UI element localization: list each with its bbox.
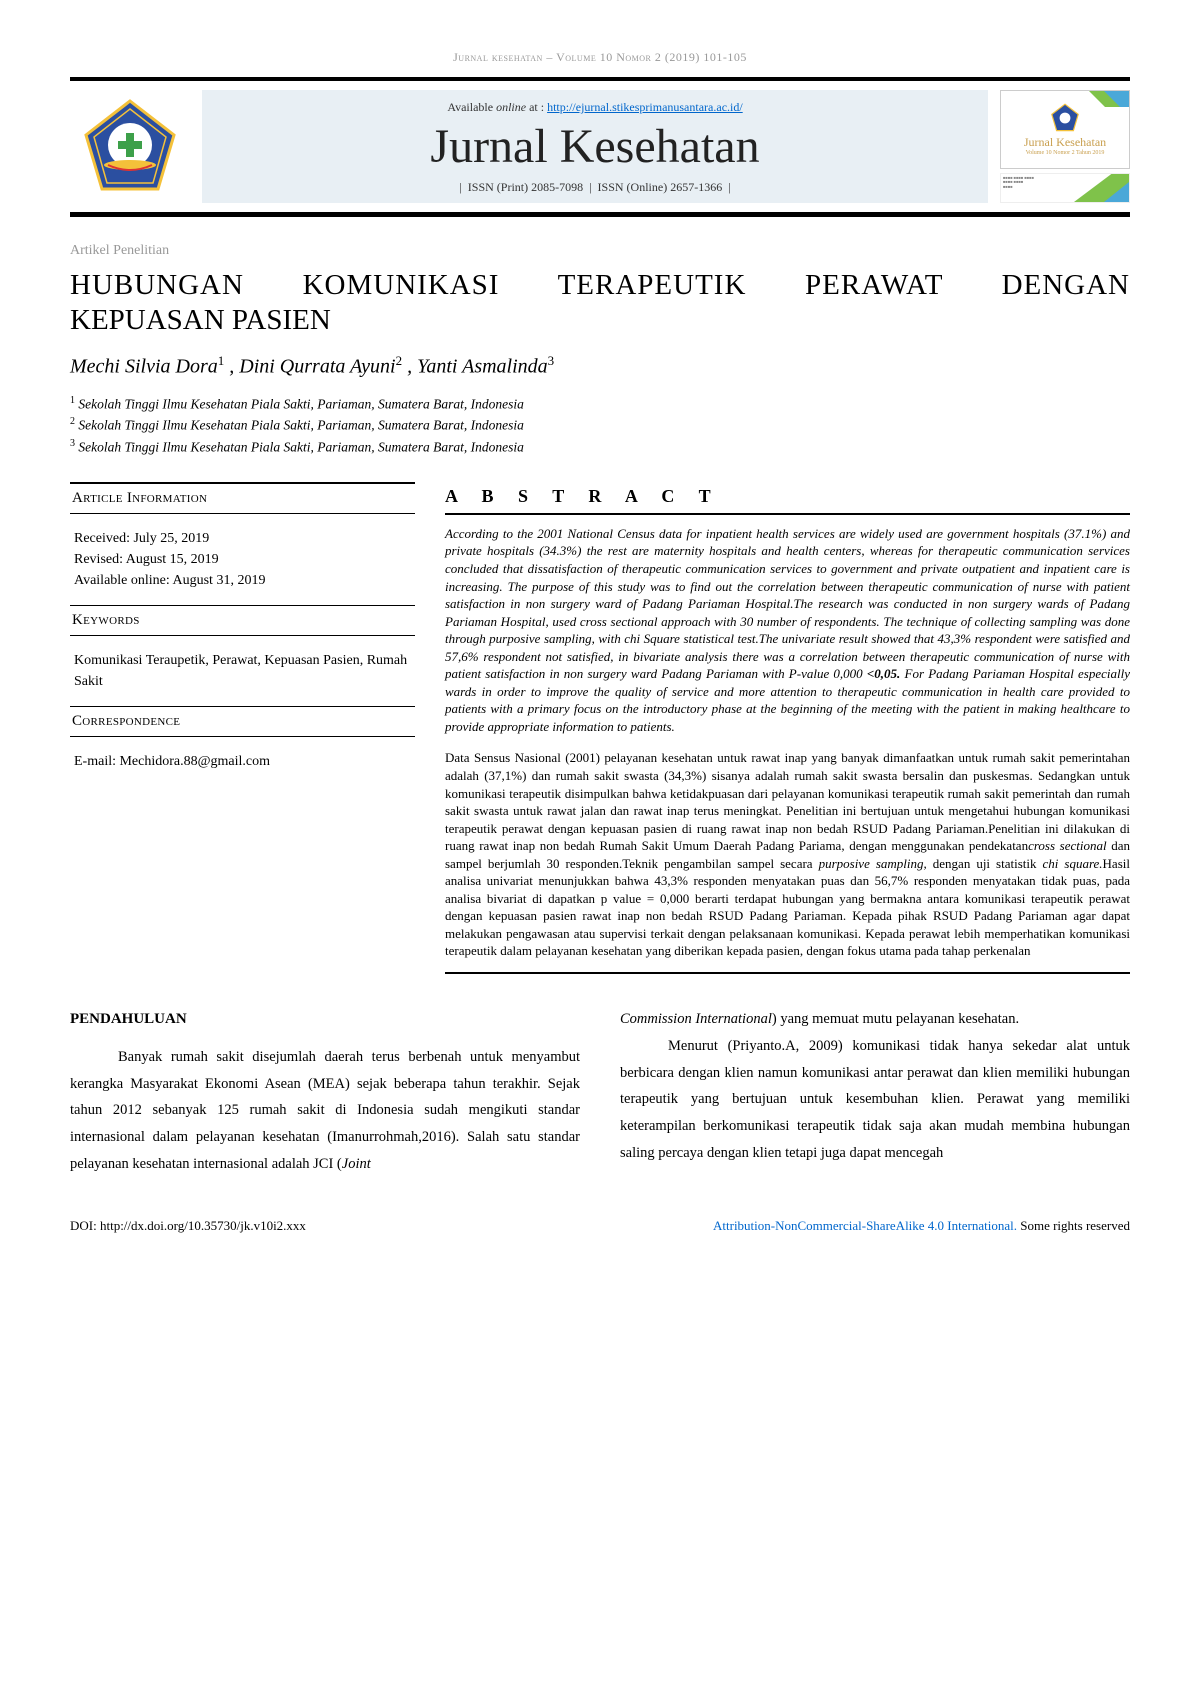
doi: DOI: http://dx.doi.org/10.35730/jk.v10i2… xyxy=(70,1218,306,1234)
institution-logo xyxy=(70,90,190,203)
issn-print: ISSN (Print) 2085-7098 xyxy=(468,180,583,194)
article-info-head: Article Information xyxy=(70,484,415,513)
issn-online: ISSN (Online) 2657-1366 xyxy=(598,180,723,194)
banner-center: Available online at : http://ejurnal.sti… xyxy=(202,90,988,203)
authors: Mechi Silvia Dora1 , Dini Qurrata Ayuni2… xyxy=(70,353,1130,379)
abstract-column: A B S T R A C T According to the 2001 Na… xyxy=(445,482,1130,974)
avail-at: at : xyxy=(526,100,547,114)
license: Attribution-NonCommercial-ShareAlike 4.0… xyxy=(713,1218,1130,1234)
journal-header: Jurnal kesehatan – Volume 10 Nomor 2 (20… xyxy=(70,50,1130,65)
correspondence-email: E-mail: Mechidora.88@gmail.com xyxy=(70,737,415,786)
abstract-en: According to the 2001 National Census da… xyxy=(445,525,1130,736)
abstract-id: Data Sensus Nasional (2001) pelayanan ke… xyxy=(445,749,1130,960)
correspondence-head: Correspondence xyxy=(70,707,415,736)
avail-prefix: Available xyxy=(447,100,496,114)
journal-title: Jurnal Kesehatan xyxy=(222,119,968,174)
available-line: Available online at : http://ejurnal.sti… xyxy=(222,100,968,115)
article-title-line1: HUBUNGAN KOMUNIKASI TERAPEUTIK PERAWAT D… xyxy=(70,269,1130,302)
license-tail: Some rights reserved xyxy=(1017,1218,1130,1233)
banner: Available online at : http://ejurnal.sti… xyxy=(70,84,1130,209)
sidebar-info: Article Information Received: July 25, 2… xyxy=(70,482,415,974)
intro-col2-p2: Menurut (Priyanto.A, 2009) komunikasi ti… xyxy=(620,1033,1130,1167)
cover-mini-title: Jurnal Kesehatan xyxy=(1024,135,1106,150)
banner-bottom-rule xyxy=(70,212,1130,217)
footer: DOI: http://dx.doi.org/10.35730/jk.v10i2… xyxy=(70,1218,1130,1234)
license-link[interactable]: Attribution-NonCommercial-ShareAlike 4.0… xyxy=(713,1218,1017,1233)
issn-line: | ISSN (Print) 2085-7098 | ISSN (Online)… xyxy=(222,180,968,195)
keywords-head: Keywords xyxy=(70,606,415,635)
keywords-text: Komunikasi Teraupetik, Perawat, Kepuasan… xyxy=(70,636,415,706)
avail-online: online xyxy=(496,100,526,114)
intro-col1-p1: Banyak rumah sakit disejumlah daerah ter… xyxy=(70,1044,580,1178)
revised-date: Revised: August 15, 2019 xyxy=(74,549,411,570)
cover-mini-sub: Volume 10 Nomor 2 Tahun 2019 xyxy=(1026,150,1105,156)
intro-col2-p1: Commission International) yang memuat mu… xyxy=(620,1006,1130,1033)
cover-thumbnail: Jurnal Kesehatan Volume 10 Nomor 2 Tahun… xyxy=(1000,90,1130,203)
affiliations: 1 Sekolah Tinggi Ilmu Kesehatan Piala Sa… xyxy=(70,393,1130,458)
mini-logo-icon xyxy=(1050,103,1080,133)
intro-section: PENDAHULUAN Banyak rumah sakit disejumla… xyxy=(70,1006,1130,1178)
pentagon-logo-icon xyxy=(80,97,180,197)
abstract-head: A B S T R A C T xyxy=(445,482,1130,513)
intro-head: PENDAHULUAN xyxy=(70,1006,580,1034)
top-rule xyxy=(70,77,1130,81)
article-type: Artikel Penelitian xyxy=(70,243,1130,259)
journal-url-link[interactable]: http://ejurnal.stikesprimanusantara.ac.i… xyxy=(547,100,743,114)
available-date: Available online: August 31, 2019 xyxy=(74,570,411,591)
article-title-line2: KEPUASAN PASIEN xyxy=(70,304,1130,337)
received-date: Received: July 25, 2019 xyxy=(74,528,411,549)
